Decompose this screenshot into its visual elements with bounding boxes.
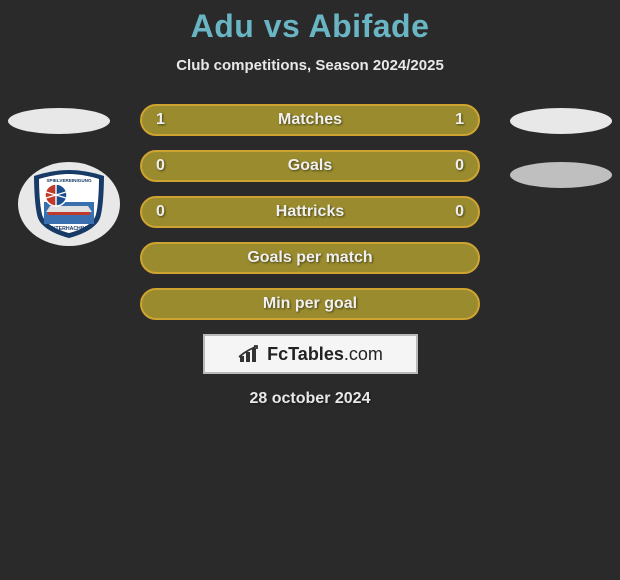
club-badge: SPIELVEREINIGUNG UNTERHACHING [18,162,120,246]
svg-text:SPIELVEREINIGUNG: SPIELVEREINIGUNG [46,178,92,183]
stat-row-min-per-goal: Min per goal [140,288,480,320]
stat-row-goals-per-match: Goals per match [140,242,480,274]
stat-row-hattricks: 0 Hattricks 0 [140,196,480,228]
logo-text: FcTables.com [267,344,383,365]
stat-right-value: 0 [434,203,464,221]
subtitle: Club competitions, Season 2024/2025 [0,57,620,74]
left-ellipse-top [8,108,110,134]
stat-row-goals: 0 Goals 0 [140,150,480,182]
right-ellipse-bottom [510,162,612,188]
stat-left-value: 0 [156,203,186,221]
stat-label: Goals per match [247,249,372,267]
stat-rows: 1 Matches 1 0 Goals 0 0 Hattricks 0 Goal… [140,104,480,320]
stat-row-matches: 1 Matches 1 [140,104,480,136]
stat-label: Hattricks [276,203,344,221]
stat-label: Goals [288,157,332,175]
stat-right-value: 0 [434,157,464,175]
stat-label: Matches [278,111,342,129]
stat-left-value: 1 [156,111,186,129]
logo-text-bold: FcTables [267,344,344,364]
comparison-panel: SPIELVEREINIGUNG UNTERHACHING 1 Matches … [0,104,620,408]
stat-right-value: 1 [434,111,464,129]
chart-icon [237,344,261,364]
right-ellipse-top [510,108,612,134]
svg-text:UNTERHACHING: UNTERHACHING [48,226,90,232]
fctables-logo: FcTables.com [203,334,418,374]
stat-left-value: 0 [156,157,186,175]
logo-text-light: .com [344,344,383,364]
date-text: 28 october 2024 [0,390,620,408]
page-title: Adu vs Abifade [0,0,620,45]
stat-label: Min per goal [263,295,357,313]
unterhaching-crest-icon: SPIELVEREINIGUNG UNTERHACHING [32,170,106,238]
